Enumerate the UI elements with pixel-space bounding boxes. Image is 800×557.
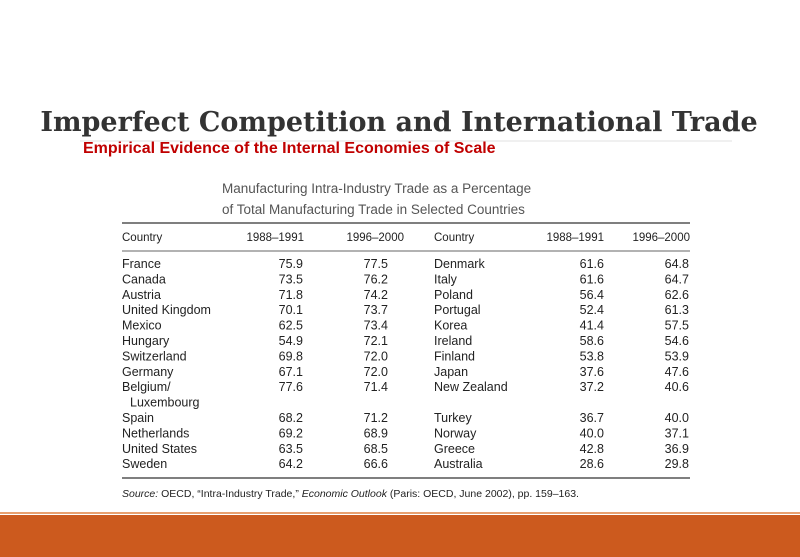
value-cell: 77.6: [279, 380, 303, 394]
value-cell: 70.1: [279, 303, 303, 317]
source-text: OECD, “Intra-Industry Trade,”: [158, 488, 302, 500]
value-cell: 62.6: [665, 288, 689, 302]
value-cell: 47.6: [665, 365, 689, 379]
source-text: (Paris: OECD, June 2002), pp. 159–163.: [387, 488, 579, 500]
country-cell: Switzerland: [122, 349, 187, 363]
value-cell: 28.6: [580, 457, 604, 471]
value-cell: 64.7: [665, 272, 689, 286]
value-cell: 63.5: [279, 442, 303, 456]
value-cell: 71.2: [364, 411, 388, 425]
country-cell: Japan: [434, 365, 468, 379]
country-cell: Germany: [122, 365, 174, 379]
country-cell: Spain: [122, 411, 154, 425]
column-header: 1996–2000: [632, 232, 690, 244]
footer-line: [0, 512, 800, 514]
country-cell: Hungary: [122, 334, 170, 348]
country-cell: Poland: [434, 288, 473, 302]
value-cell: 41.4: [580, 319, 604, 333]
country-cell: Australia: [434, 457, 483, 471]
country-cell: United States: [122, 442, 197, 456]
column-header: 1996–2000: [346, 232, 404, 244]
value-cell: 61.6: [580, 272, 604, 286]
value-cell: 40.0: [580, 426, 604, 440]
column-header: 1988–1991: [246, 232, 304, 244]
table-caption: Manufacturing Intra-Industry Trade as a …: [222, 181, 531, 196]
column-header: Country: [434, 232, 475, 244]
value-cell: 61.3: [665, 303, 689, 317]
value-cell: 73.7: [364, 303, 388, 317]
value-cell: 72.0: [364, 365, 388, 379]
value-cell: 37.1: [665, 426, 689, 440]
country-cell: Italy: [434, 272, 458, 286]
country-cell: Austria: [122, 288, 161, 302]
country-cell: United Kingdom: [122, 303, 211, 317]
value-cell: 56.4: [580, 288, 604, 302]
value-cell: 71.8: [279, 288, 303, 302]
value-cell: 75.9: [279, 257, 303, 271]
value-cell: 37.6: [580, 365, 604, 379]
country-cell: Ireland: [434, 334, 472, 348]
value-cell: 71.4: [364, 380, 388, 394]
subtitle: Empirical Evidence of the Internal Econo…: [83, 140, 496, 157]
value-cell: 64.2: [279, 457, 303, 471]
value-cell: 64.8: [665, 257, 689, 271]
value-cell: 73.4: [364, 319, 388, 333]
column-header: 1988–1991: [546, 232, 604, 244]
table-caption: of Total Manufacturing Trade in Selected…: [222, 202, 525, 217]
value-cell: 69.8: [279, 349, 303, 363]
country-cell: New Zealand: [434, 380, 508, 394]
country-cell: Turkey: [434, 411, 472, 425]
country-cell: Portugal: [434, 303, 481, 317]
value-cell: 40.0: [665, 411, 689, 425]
value-cell: 74.2: [364, 288, 388, 302]
value-cell: 54.9: [279, 334, 303, 348]
country-cell: Denmark: [434, 257, 485, 271]
country-cell: France: [122, 257, 161, 271]
country-cell: Korea: [434, 319, 467, 333]
value-cell: 52.4: [580, 303, 604, 317]
value-cell: 37.2: [580, 380, 604, 394]
value-cell: 77.5: [364, 257, 388, 271]
source-title: Economic Outlook: [302, 488, 388, 500]
value-cell: 69.2: [279, 426, 303, 440]
value-cell: 73.5: [279, 272, 303, 286]
value-cell: 72.1: [364, 334, 388, 348]
country-cell: Belgium/Luxembourg: [122, 380, 200, 409]
value-cell: 66.6: [364, 457, 388, 471]
value-cell: 68.5: [364, 442, 388, 456]
value-cell: 36.9: [665, 442, 689, 456]
country-cell: Mexico: [122, 319, 162, 333]
country-cell: Sweden: [122, 457, 167, 471]
value-cell: 40.6: [665, 380, 689, 394]
country-cell: Norway: [434, 426, 477, 440]
value-cell: 54.6: [665, 334, 689, 348]
value-cell: 68.9: [364, 426, 388, 440]
country-cell: Netherlands: [122, 426, 189, 440]
value-cell: 57.5: [665, 319, 689, 333]
country-cell: Finland: [434, 349, 475, 363]
value-cell: 76.2: [364, 272, 388, 286]
footer-bar: [0, 515, 800, 557]
value-cell: 61.6: [580, 257, 604, 271]
source-note: Source: OECD, “Intra-Industry Trade,” Ec…: [122, 488, 579, 500]
value-cell: 67.1: [279, 365, 303, 379]
country-cell: Greece: [434, 442, 475, 456]
value-cell: 72.0: [364, 349, 388, 363]
country-cell: Canada: [122, 272, 166, 286]
value-cell: 68.2: [279, 411, 303, 425]
column-header: Country: [122, 232, 163, 244]
value-cell: 36.7: [580, 411, 604, 425]
value-cell: 58.6: [580, 334, 604, 348]
title: Imperfect Competition and International …: [40, 107, 757, 138]
value-cell: 53.8: [580, 349, 604, 363]
value-cell: 53.9: [665, 349, 689, 363]
value-cell: 62.5: [279, 319, 303, 333]
value-cell: 29.8: [665, 457, 689, 471]
value-cell: 42.8: [580, 442, 604, 456]
source-label: Source:: [122, 488, 158, 500]
